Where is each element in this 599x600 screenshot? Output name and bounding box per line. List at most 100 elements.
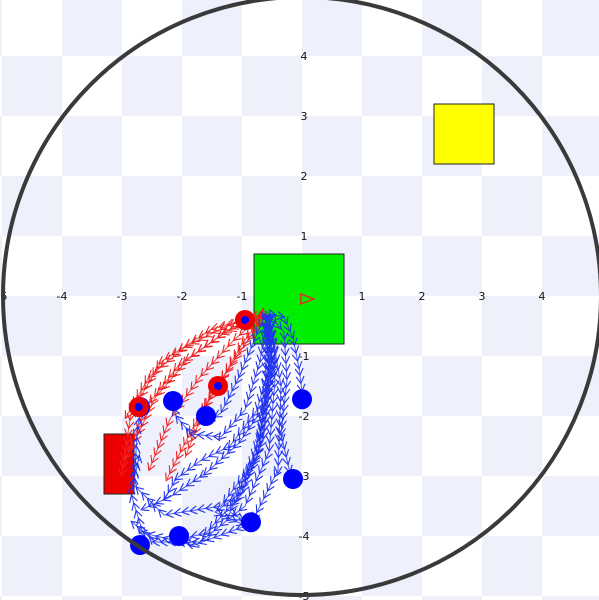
red-triangle-marker (300, 292, 316, 306)
trail-chevron (255, 326, 264, 336)
floor-tile (62, 236, 122, 296)
trail-chevron (220, 528, 230, 537)
trail-chevron (231, 382, 240, 392)
floor-tile (482, 176, 542, 236)
trail-chevron (242, 428, 252, 438)
trail-chevron (270, 355, 280, 365)
trail-chevron (238, 502, 248, 512)
trail-chevron (198, 469, 208, 478)
trail-chevron (204, 502, 214, 512)
floor-tile (482, 536, 542, 596)
trail-chevron (200, 368, 209, 377)
trail-chevron (249, 339, 258, 349)
trail-chevron (189, 432, 199, 442)
trail-chevron (258, 319, 267, 329)
trail-chevron (180, 421, 189, 431)
trail-chevron (253, 368, 262, 378)
trail-chevron (158, 381, 168, 391)
blue-agent (169, 526, 189, 546)
trail-chevron (245, 494, 254, 504)
trail-chevron (194, 375, 204, 385)
trail-chevron (261, 458, 270, 468)
trail-chevron (280, 449, 290, 458)
red-agent-core (241, 316, 249, 324)
trail-line (133, 314, 267, 516)
trail-chevron (274, 442, 284, 451)
trail-chevron (205, 362, 215, 371)
trail-chevron (261, 322, 271, 331)
trail-chevron (192, 474, 202, 483)
trail-chevron (227, 487, 237, 497)
trail-chevron (266, 337, 276, 347)
trail-chevron (263, 346, 272, 355)
trail-chevron (190, 336, 200, 345)
floor-tile (422, 236, 482, 296)
trail-chevron (274, 434, 284, 443)
trail-chevron (183, 340, 193, 349)
floor-tile (422, 596, 482, 600)
trail-chevron (216, 329, 226, 339)
trail-chevron (172, 458, 181, 468)
floor-tile (182, 236, 242, 296)
y-tick-label: 3 (301, 110, 308, 123)
floor-tile (302, 596, 362, 600)
trail-chevron (184, 353, 194, 362)
blue-agent-trail (213, 313, 274, 527)
trail-chevron (214, 515, 224, 524)
trail-chevron (276, 311, 286, 321)
trail-chevron (232, 440, 242, 449)
trail-chevron (252, 333, 261, 343)
trail-chevron (262, 338, 272, 347)
trail-chevron (276, 394, 286, 403)
trail-chevron (258, 415, 268, 425)
trail-chevron (266, 427, 276, 437)
trail-chevron (165, 509, 174, 519)
trail-chevron (219, 517, 229, 527)
trail-chevron (196, 430, 206, 440)
trail-chevron (226, 445, 236, 455)
trail-chevron (270, 475, 279, 485)
trail-chevron (190, 348, 200, 357)
trail-chevron (240, 480, 249, 490)
trail-chevron (272, 362, 282, 372)
trail-chevron (122, 436, 132, 446)
trail-chevron (254, 439, 264, 449)
trail-chevron (255, 504, 264, 514)
trail-chevron (124, 428, 133, 438)
trail-chevron (260, 411, 270, 421)
floor-tile (2, 56, 62, 116)
trail-chevron (213, 523, 223, 532)
floor-tile (482, 296, 542, 356)
trail-chevron (268, 403, 278, 413)
floor-tile (542, 356, 599, 416)
trail-chevron (254, 472, 264, 482)
trail-chevron (255, 361, 265, 371)
trail-chevron (290, 345, 300, 355)
trail-chevron (266, 379, 275, 389)
trail-chevron (275, 426, 285, 435)
trail-chevron (220, 450, 230, 460)
trail-chevron (185, 388, 194, 397)
trail-chevron (269, 345, 279, 355)
floor-tile (362, 56, 422, 116)
trail-chevron (118, 468, 128, 477)
trail-chevron (146, 531, 156, 541)
trail-chevron (222, 498, 232, 507)
trail-chevron (144, 375, 153, 385)
trail-chevron (227, 319, 237, 328)
trail-chevron (153, 447, 162, 457)
floor-tile (422, 476, 482, 536)
floor-tile (302, 356, 362, 416)
blue-agent (292, 389, 312, 410)
red-agent-core (214, 382, 222, 390)
trail-chevron (188, 430, 198, 439)
trail-chevron (251, 480, 260, 490)
trail-chevron (273, 468, 282, 478)
trail-chevron (152, 367, 161, 377)
trail-chevron (149, 394, 158, 404)
trail-chevron (265, 443, 275, 453)
trail-chevron (172, 349, 182, 358)
trail-chevron (263, 387, 273, 397)
trail-chevron (259, 407, 269, 417)
trail-chevron (264, 370, 274, 379)
